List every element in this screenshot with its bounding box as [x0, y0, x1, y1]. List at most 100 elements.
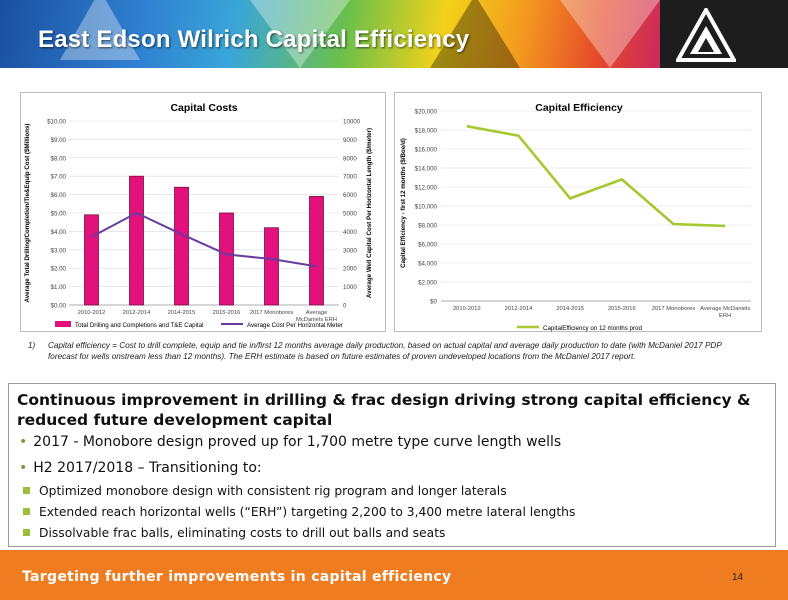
y-tick-label: $8,000: [418, 223, 437, 230]
page-number: 14: [732, 572, 744, 583]
bullet-monobore: • 2017 - Monobore design proved up for 1,…: [19, 434, 561, 450]
series-line: [91, 211, 317, 268]
y-tick-label: $4,000: [418, 261, 437, 268]
square-bullet-icon: [23, 508, 30, 515]
footnote-number: 1): [28, 341, 36, 350]
y2-tick-label: 1000: [343, 284, 357, 291]
legend-label-bars: Total Drilling and Completions and T&E C…: [75, 322, 204, 329]
legend-swatch-bars: [55, 321, 71, 327]
y2-axis-label: Average Well Capital Cost Per Horizontal…: [366, 128, 373, 298]
x-tick-label: Average McDaniels: [700, 306, 750, 312]
y2-tick-label: 4000: [343, 229, 357, 236]
x-tick-label: 2010-2012: [453, 306, 481, 312]
bar: [129, 175, 144, 306]
x-tick-label: 2017 Monobores: [652, 306, 696, 312]
bullet-text: H2 2017/2018 – Transitioning to:: [33, 460, 262, 476]
x-tick-label: 2012-2014: [505, 306, 533, 312]
legend-label-line: Average Cost Per Horizontal Meter: [247, 322, 343, 329]
bar: [174, 186, 189, 306]
y2-tick-label: 2000: [343, 266, 357, 273]
y2-tick-label: 5000: [343, 211, 357, 218]
x-tick-label: McDaniels ERH: [296, 317, 337, 323]
y-tick-label: $5.00: [51, 211, 67, 218]
y-tick-label: $9.00: [51, 137, 67, 144]
chart-legend: Total Drilling and Completions and T&E C…: [55, 321, 343, 329]
y-tick-label: $18,000: [415, 128, 438, 135]
y-tick-label: $8.00: [51, 155, 67, 162]
footer-cta: Targeting further improvements in capita…: [22, 569, 452, 585]
y-tick-label: $12,000: [415, 185, 438, 192]
header-banner: East Edson Wilrich Capital Efficiency: [0, 0, 788, 68]
x-tick-label: 2014-2015: [168, 310, 196, 316]
y2-tick-label: 10000: [343, 119, 361, 126]
y-tick-label: $2.00: [51, 266, 67, 273]
y2-tick-label: 8000: [343, 155, 357, 162]
footnote-text: Capital efficiency = Cost to drill compl…: [48, 341, 722, 361]
bar: [309, 196, 324, 306]
y-tick-label: $6,000: [418, 242, 437, 249]
y-tick-label: $10.00: [47, 119, 66, 126]
y-tick-label: $6.00: [51, 192, 67, 199]
x-tick-label: 2014-2015: [556, 306, 584, 312]
capital-costs-chart-frame: Capital Costs $0.00 $1.00 $2.00 $3.00 $4.00 $…: [20, 92, 386, 332]
y-axis-label: Average Total Drilling/Completion/Tie&Eq…: [24, 124, 31, 303]
chart-title: Capital Efficiency: [535, 102, 623, 114]
bar: [84, 214, 99, 306]
series-line: [466, 124, 726, 228]
y-tick-label: $0: [430, 299, 437, 306]
y-tick-label: $1.00: [51, 284, 67, 291]
y-tick-label: $2,000: [418, 280, 437, 287]
highlights-headline: Continuous improvement in drilling & fra…: [17, 391, 751, 429]
page-title: East Edson Wilrich Capital Efficiency: [38, 26, 470, 53]
legend-label-line: CapitalEfficiency on 12 months prod: [543, 325, 643, 332]
y-tick-label: $20,000: [415, 109, 438, 116]
sub-bullet-text: Dissolvable frac balls, eliminating cost…: [39, 526, 446, 540]
x-tick-label: 2015-2016: [213, 310, 241, 316]
decor-facet: [560, 0, 660, 68]
y2-tick-label: 7000: [343, 174, 357, 181]
sub-bullet-optimized: Optimized monobore design with consisten…: [23, 484, 507, 498]
capital-efficiency-chart-frame: Capital Efficiency $0 $2,000 $4,000 $6,000 $…: [394, 92, 762, 332]
bullet-text: 2017 - Monobore design proved up for 1,7…: [33, 434, 562, 450]
x-tick-label: Average: [306, 310, 328, 316]
square-bullet-icon: [23, 487, 30, 494]
decor-facet: [60, 0, 140, 60]
highlights-box: Continuous improvement in drilling & fra…: [8, 383, 776, 547]
y-tick-label: $14,000: [415, 166, 438, 173]
decor-facet: [250, 0, 350, 68]
company-logo: [660, 0, 788, 68]
x-tick-label: 2012-2014: [123, 310, 151, 316]
bar: [219, 212, 234, 306]
y2-tick-label: 3000: [343, 247, 357, 254]
square-bullet-icon: [23, 529, 30, 536]
y-tick-label: $3.00: [51, 247, 67, 254]
sub-bullet-erh: Extended reach horizontal wells (“ERH”) …: [23, 505, 575, 519]
y2-tick-label: 9000: [343, 137, 357, 144]
capital-efficiency-chart: Capital Efficiency $0 $2,000 $4,000 $6,000 $…: [400, 102, 751, 332]
x-tick-label: 2010-2012: [78, 310, 106, 316]
decor-facet: [430, 0, 520, 68]
x-tick-label: 2015-2016: [608, 306, 636, 312]
y-tick-label: $7.00: [51, 174, 67, 181]
y2-tick-label: 0: [343, 303, 347, 310]
triangle-logo-icon: [676, 8, 736, 62]
y-tick-label: $10,000: [415, 204, 438, 211]
sub-bullet-text: Extended reach horizontal wells (“ERH”) …: [39, 505, 576, 519]
x-tick-label: ERH: [719, 313, 731, 319]
chart-legend: CapitalEfficiency on 12 months prod: [517, 325, 643, 332]
bullet-transition: • H2 2017/2018 – Transitioning to:: [19, 460, 262, 476]
y-tick-label: $16,000: [415, 147, 438, 154]
sub-bullet-frac-balls: Dissolvable frac balls, eliminating cost…: [23, 526, 445, 540]
capital-costs-chart: Capital Costs $0.00 $1.00 $2.00 $3.00 $4.00 $…: [24, 102, 373, 329]
chart-title: Capital Costs: [170, 102, 237, 114]
y-tick-label: $4.00: [51, 229, 67, 236]
bar: [264, 227, 279, 306]
y-tick-label: $0.00: [51, 303, 67, 310]
sub-bullet-text: Optimized monobore design with consisten…: [39, 484, 507, 498]
bullet-dot-icon: •: [19, 460, 28, 476]
x-tick-label: 2017 Monobores: [250, 310, 294, 316]
y-axis-label: Capital Efficiency - first 12 months ($/…: [400, 138, 407, 268]
bullet-dot-icon: •: [19, 434, 28, 450]
footer-bar: Targeting further improvements in capita…: [0, 550, 788, 600]
y2-tick-label: 6000: [343, 192, 357, 199]
